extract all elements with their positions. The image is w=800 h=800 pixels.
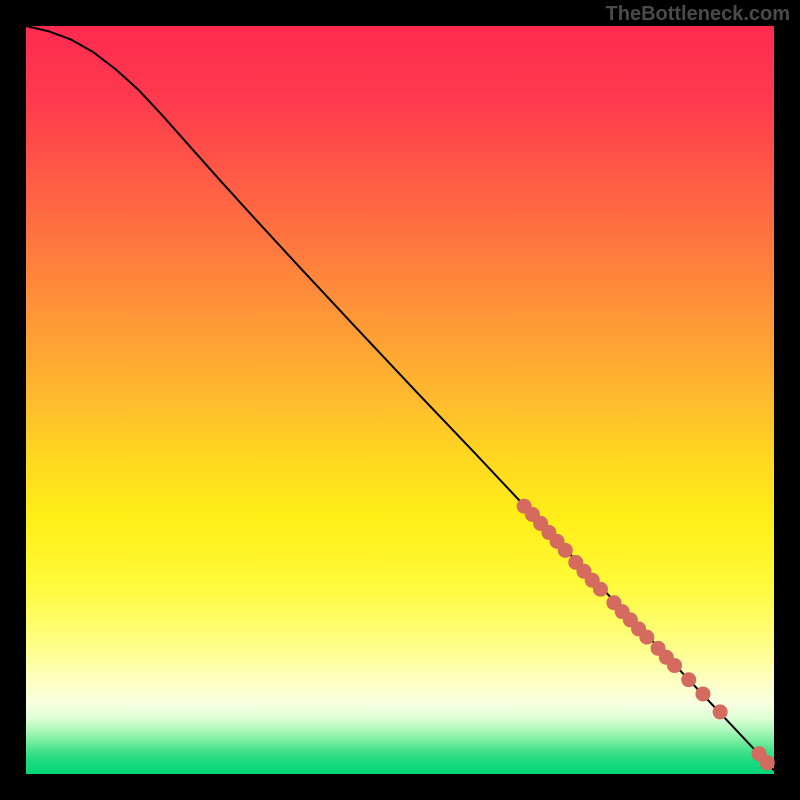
- chart-canvas: TheBottleneck.com: [0, 0, 800, 800]
- scatter-point: [667, 658, 682, 673]
- scatter-point: [558, 543, 573, 558]
- watermark-text: TheBottleneck.com: [606, 3, 790, 25]
- scatter-point: [695, 686, 710, 701]
- scatter-point: [713, 704, 728, 719]
- scatter-point: [760, 755, 775, 770]
- scatter-point: [593, 582, 608, 597]
- scatter-point: [639, 630, 654, 645]
- scatter-point: [681, 672, 696, 687]
